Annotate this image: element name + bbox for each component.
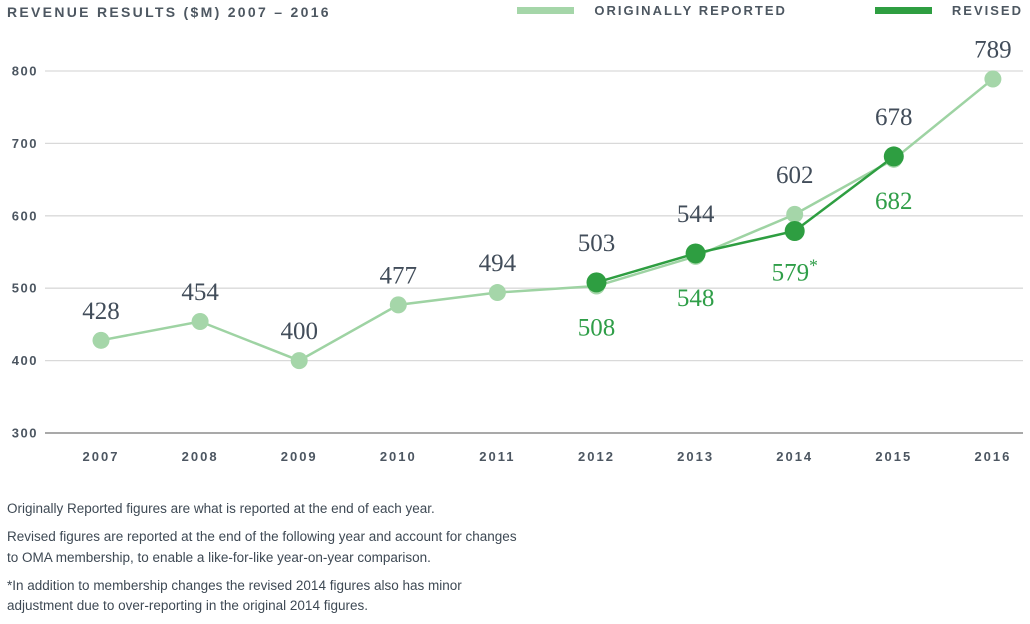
- originally-reported-value-label: 544: [677, 201, 715, 228]
- x-axis-tick-label: 2013: [677, 449, 714, 464]
- legend-label: REVISED: [951, 3, 1023, 18]
- originally-reported-point: [191, 313, 209, 331]
- revised-point: [685, 243, 706, 264]
- x-axis-tick-label: 2012: [578, 449, 615, 464]
- originally-reported-value-label: 494: [479, 250, 517, 277]
- y-axis-tick-label: 500: [12, 281, 38, 296]
- x-axis-tick-label: 2010: [380, 449, 417, 464]
- footnotes: Originally Reported figures are what is …: [7, 499, 607, 624]
- y-axis-tick-label: 300: [12, 426, 38, 441]
- x-axis-tick-label: 2008: [182, 449, 219, 464]
- x-axis-tick-label: 2015: [875, 449, 912, 464]
- originally-reported-value-label: 678: [875, 104, 913, 131]
- footnote-originally-reported: Originally Reported figures are what is …: [7, 501, 435, 516]
- x-axis-tick-label: 2009: [281, 449, 318, 464]
- y-axis-tick-label: 400: [12, 353, 38, 368]
- revised-point: [883, 146, 904, 167]
- y-axis-tick-label: 800: [12, 64, 38, 79]
- x-axis-tick-label: 2007: [83, 449, 120, 464]
- revised-value-label: 682: [875, 188, 913, 215]
- originally-reported-value-label: 400: [280, 318, 318, 345]
- legend: ORIGINALLY REPORTED REVISED: [517, 3, 1023, 18]
- y-axis-tick-label: 700: [12, 136, 38, 151]
- y-axis-tick-label: 600: [12, 208, 38, 223]
- originally-reported-point: [389, 296, 407, 314]
- chart-header: REVENUE RESULTS ($M) 2007 – 2016 ORIGINA…: [0, 0, 1030, 40]
- originally-reported-value-label: 454: [181, 279, 219, 306]
- originally-reported-swatch-icon: [517, 7, 575, 14]
- revised-swatch-icon: [874, 7, 932, 14]
- x-axis-tick-label: 2014: [776, 449, 813, 464]
- legend-item-revised: REVISED: [874, 3, 1023, 18]
- revised-value-label: 508: [578, 315, 616, 342]
- originally-reported-point: [290, 352, 308, 370]
- chart-title: REVENUE RESULTS ($M) 2007 – 2016: [7, 4, 331, 20]
- revenue-line-chart: 300 400 500 600 700 800 2007 2008 2009 2010 2011 20…: [12, 40, 1023, 464]
- originally-reported-point: [786, 205, 804, 223]
- originally-reported-point: [984, 70, 1002, 88]
- originally-reported-line: [100, 77, 994, 362]
- originally-reported-value-label: 477: [380, 262, 418, 289]
- originally-reported-point: [488, 284, 506, 302]
- revised-point: [586, 272, 607, 293]
- footnote-2014-adjustment: *In addition to membership changes the r…: [7, 577, 462, 613]
- originally-reported-value-label: 602: [776, 162, 814, 189]
- legend-item-originally-reported: ORIGINALLY REPORTED: [517, 3, 787, 18]
- revised-line: [596, 155, 895, 284]
- originally-reported-value-label: 789: [974, 40, 1012, 63]
- originally-reported-value-label: 503: [578, 230, 616, 257]
- revised-value-label: 548: [677, 285, 715, 312]
- x-axis-tick-label: 2011: [479, 449, 515, 464]
- originally-reported-point: [92, 331, 110, 349]
- x-axis-tick-label: 2016: [974, 449, 1011, 464]
- originally-reported-value-label: 428: [82, 298, 120, 325]
- footnote-revised: Revised figures are reported at the end …: [7, 529, 517, 565]
- revised-value-label: 579*: [772, 256, 818, 287]
- revised-point: [784, 221, 805, 242]
- legend-label: ORIGINALLY REPORTED: [594, 3, 787, 18]
